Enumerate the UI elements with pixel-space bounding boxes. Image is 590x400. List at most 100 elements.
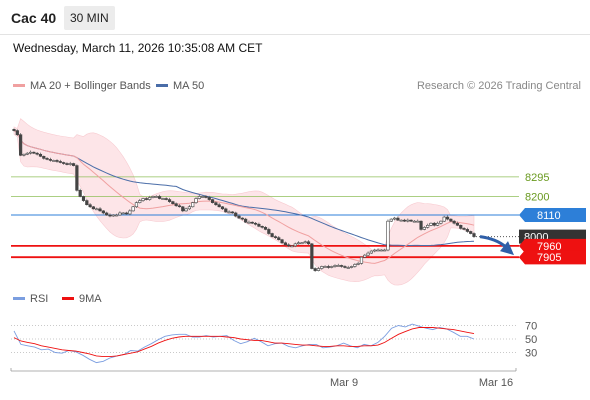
timeframe-button[interactable]: 30 MIN	[64, 6, 115, 30]
candle-body	[353, 264, 357, 267]
candle-body	[346, 267, 350, 269]
rsi-line	[13, 323, 475, 364]
candle-body	[326, 266, 330, 268]
candle-body	[356, 263, 360, 265]
candle-body	[35, 152, 39, 155]
candle-body	[88, 204, 92, 208]
rsi-ma-line	[13, 327, 475, 358]
candle-body	[230, 211, 235, 214]
candle-body	[234, 212, 238, 217]
candle-body	[191, 202, 195, 208]
candle-body	[455, 222, 460, 226]
ma9-legend-label: 9MA	[79, 293, 102, 305]
candle-body	[343, 266, 347, 268]
candle-body	[472, 233, 476, 237]
candle-body	[167, 199, 172, 202]
candle-body	[48, 159, 53, 161]
candle-body	[174, 203, 178, 207]
candle-body	[396, 217, 400, 221]
candle-body	[210, 199, 215, 203]
candle-body	[111, 214, 115, 217]
candle-body	[45, 158, 49, 160]
candle-body	[366, 252, 370, 256]
candle-body	[75, 165, 79, 191]
candle-body	[131, 206, 135, 212]
ma50-swatch	[156, 83, 168, 87]
candle-body	[330, 266, 334, 268]
legend-ma50: MA 50	[156, 80, 204, 92]
candle-body	[373, 249, 377, 252]
candle-body	[22, 153, 26, 156]
candles-layer	[12, 128, 476, 272]
rsi-tick-70: 70	[525, 321, 537, 333]
legend-ma20: MA 20 + Bollinger Bands	[13, 80, 151, 92]
candle-body	[105, 212, 109, 216]
candle-body	[214, 202, 218, 206]
bollinger-layer	[13, 118, 475, 286]
candle-body	[406, 219, 410, 222]
candle-body	[389, 218, 393, 222]
x-tick-label: Mar 9	[330, 377, 358, 389]
candle-body	[141, 198, 145, 201]
candle-body	[184, 208, 188, 212]
candle-body	[349, 266, 354, 268]
candle-body	[263, 227, 268, 230]
level-box-top-7905	[519, 250, 586, 265]
time-axis: Mar 9 Mar 16	[10, 368, 517, 389]
ma20-legend-label: MA 20 + Bollinger Bands	[30, 80, 151, 92]
candle-body	[359, 256, 364, 264]
candle-body	[68, 163, 72, 165]
level-box-top-7960	[519, 238, 586, 253]
candle-body	[204, 196, 208, 198]
candle-body	[85, 200, 89, 206]
candle-body	[58, 161, 62, 163]
candle-body	[422, 227, 426, 230]
candle-body	[419, 220, 423, 230]
candle-body	[19, 134, 23, 156]
candle-body	[237, 215, 241, 219]
candle-body	[55, 160, 59, 162]
candle-body	[114, 214, 119, 217]
candle-body	[144, 198, 148, 200]
candle-body	[287, 244, 291, 247]
candle-body	[383, 249, 387, 252]
candle-body	[426, 224, 430, 228]
candle-body	[118, 212, 122, 216]
level-label-8110: 8110	[537, 210, 561, 222]
candle-body	[201, 196, 205, 198]
candle-body	[442, 216, 446, 222]
candle-body	[290, 245, 294, 248]
candle-body	[181, 206, 185, 212]
candle-body	[121, 212, 125, 215]
moving-averages-layer	[13, 130, 475, 264]
candle-body	[320, 266, 324, 269]
rsi-legend-label: RSI	[30, 293, 49, 305]
candle-body	[253, 222, 258, 225]
candle-body	[280, 239, 284, 244]
candle-body	[379, 249, 383, 252]
candle-body	[217, 204, 221, 208]
candle-body	[164, 198, 168, 200]
candle-body	[412, 220, 417, 223]
candle-body	[297, 242, 301, 245]
candle-body	[138, 200, 142, 203]
level-label-8295: 8295	[525, 172, 549, 184]
candle-body	[42, 156, 46, 159]
candle-body	[267, 229, 271, 234]
candle-body	[134, 202, 139, 208]
level-label-top-7960: 7960	[537, 241, 561, 253]
ma20-line	[13, 130, 475, 264]
level-labels-layer: 82958200811079607905800079607905	[479, 172, 586, 265]
candle-body	[316, 268, 321, 271]
candle-body	[283, 242, 287, 246]
legend-9ma: 9MA	[62, 293, 102, 305]
candle-body	[416, 220, 420, 223]
candle-body	[250, 221, 254, 224]
candle-body	[303, 241, 307, 244]
candle-body	[71, 163, 76, 166]
candle-body	[62, 162, 66, 164]
candle-body	[81, 196, 86, 201]
ma50-line	[13, 130, 475, 246]
